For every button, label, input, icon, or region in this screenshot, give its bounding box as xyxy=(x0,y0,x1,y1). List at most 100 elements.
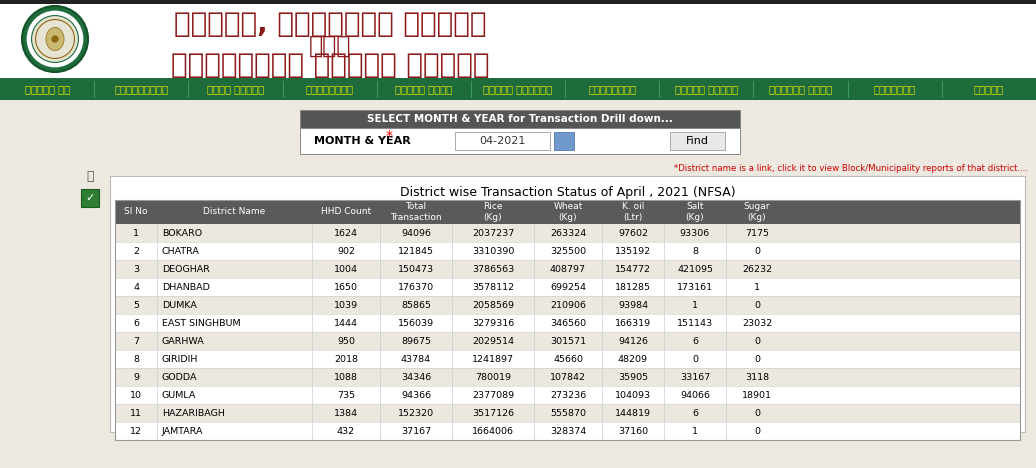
Text: 1039: 1039 xyxy=(334,300,358,309)
Text: 6: 6 xyxy=(133,319,139,328)
Text: 1444: 1444 xyxy=(334,319,358,328)
Text: उपभोक्ता मामले विभाग: उपभोक्ता मामले विभाग xyxy=(171,51,489,79)
Text: 93306: 93306 xyxy=(680,228,710,237)
Ellipse shape xyxy=(22,6,88,72)
Text: 0: 0 xyxy=(754,247,760,256)
Text: 152320: 152320 xyxy=(398,409,434,417)
Text: 166319: 166319 xyxy=(615,319,651,328)
Text: 1384: 1384 xyxy=(334,409,358,417)
Bar xyxy=(0,0,1036,4)
Text: डाउनलोड: डाउनलोड xyxy=(873,84,916,94)
Bar xyxy=(115,200,1020,224)
Text: GUMLA: GUMLA xyxy=(162,390,197,400)
Bar xyxy=(0,100,1036,468)
Text: 699254: 699254 xyxy=(550,283,586,292)
Ellipse shape xyxy=(52,36,59,43)
Text: 3118: 3118 xyxy=(745,373,769,381)
Bar xyxy=(115,224,1020,242)
Text: 3279316: 3279316 xyxy=(471,319,514,328)
Text: Total
Transaction: Total Transaction xyxy=(391,202,441,222)
Text: 176370: 176370 xyxy=(398,283,434,292)
Text: 🖨: 🖨 xyxy=(86,169,93,183)
Text: DHANBAD: DHANBAD xyxy=(162,283,210,292)
Text: 1624: 1624 xyxy=(334,228,358,237)
Text: 9: 9 xyxy=(133,373,139,381)
Text: SELECT MONTH & YEAR for Transaction Drill down...: SELECT MONTH & YEAR for Transaction Dril… xyxy=(367,114,673,124)
Text: 3: 3 xyxy=(133,264,139,273)
Bar xyxy=(300,128,740,154)
Text: 104093: 104093 xyxy=(615,390,651,400)
Text: 135192: 135192 xyxy=(615,247,651,256)
Bar xyxy=(115,422,1020,440)
Text: 0: 0 xyxy=(754,336,760,345)
Text: 156039: 156039 xyxy=(398,319,434,328)
Text: 325500: 325500 xyxy=(550,247,586,256)
Text: 151143: 151143 xyxy=(677,319,713,328)
Text: 26232: 26232 xyxy=(742,264,772,273)
Text: 37160: 37160 xyxy=(617,426,649,436)
Bar xyxy=(115,332,1020,350)
Text: खाद्य, सावजनिक वितरण: खाद्य, सावजनिक वितरण xyxy=(174,10,486,38)
Text: CHATRA: CHATRA xyxy=(162,247,200,256)
Text: 735: 735 xyxy=(337,390,355,400)
Text: 7175: 7175 xyxy=(745,228,769,237)
Bar xyxy=(670,132,725,150)
Text: 8: 8 xyxy=(133,354,139,364)
Text: MONTH & YEAR: MONTH & YEAR xyxy=(314,136,410,146)
Text: 7: 7 xyxy=(133,336,139,345)
Text: 0: 0 xyxy=(754,354,760,364)
Text: 3310390: 3310390 xyxy=(471,247,514,256)
Text: EAST SINGHBUM: EAST SINGHBUM xyxy=(162,319,240,328)
Text: GIRIDIH: GIRIDIH xyxy=(162,354,198,364)
Text: 328374: 328374 xyxy=(550,426,586,436)
Text: Salt
(Kg): Salt (Kg) xyxy=(686,202,704,222)
Text: मुख्य पृ: मुख्य पृ xyxy=(25,84,69,94)
Text: 181285: 181285 xyxy=(615,283,651,292)
Text: 1664006: 1664006 xyxy=(472,426,514,436)
Text: 10: 10 xyxy=(130,390,142,400)
Ellipse shape xyxy=(46,28,64,51)
Bar xyxy=(115,278,1020,296)
Text: District Name: District Name xyxy=(203,207,265,217)
Text: 144819: 144819 xyxy=(615,409,651,417)
Text: 0: 0 xyxy=(754,300,760,309)
Text: 1241897: 1241897 xyxy=(472,354,514,364)
Bar xyxy=(0,78,1036,100)
Bar xyxy=(455,132,550,150)
Text: Wheat
(Kg): Wheat (Kg) xyxy=(553,202,582,222)
Ellipse shape xyxy=(27,11,83,67)
Text: DEOGHAR: DEOGHAR xyxy=(162,264,210,273)
Text: 45660: 45660 xyxy=(553,354,583,364)
Text: 11: 11 xyxy=(130,409,142,417)
Text: 93984: 93984 xyxy=(617,300,649,309)
Text: 2029514: 2029514 xyxy=(472,336,514,345)
Bar xyxy=(300,110,740,128)
Text: एवं: एवं xyxy=(309,34,351,58)
Text: Sugar
(Kg): Sugar (Kg) xyxy=(744,202,770,222)
Text: 43784: 43784 xyxy=(401,354,431,364)
Text: 3786563: 3786563 xyxy=(471,264,514,273)
Text: 150473: 150473 xyxy=(398,264,434,273)
Text: 2377089: 2377089 xyxy=(472,390,514,400)
Text: JAMTARA: JAMTARA xyxy=(162,426,203,436)
Text: विक्रेता: विक्रेता xyxy=(306,84,353,94)
Text: 23032: 23032 xyxy=(742,319,772,328)
Text: 780019: 780019 xyxy=(474,373,511,381)
Bar xyxy=(115,260,1020,278)
Text: 210906: 210906 xyxy=(550,300,586,309)
Text: BOKARO: BOKARO xyxy=(162,228,202,237)
Bar xyxy=(81,189,99,207)
Text: 94366: 94366 xyxy=(401,390,431,400)
Text: 273236: 273236 xyxy=(550,390,586,400)
Text: वितरण मशीन: वितरण मशीन xyxy=(396,84,453,94)
Text: 1650: 1650 xyxy=(334,283,358,292)
Text: 301571: 301571 xyxy=(550,336,586,345)
Bar xyxy=(115,404,1020,422)
Text: 85865: 85865 xyxy=(401,300,431,309)
Text: 5: 5 xyxy=(133,300,139,309)
Text: 94096: 94096 xyxy=(401,228,431,237)
Text: 2058569: 2058569 xyxy=(472,300,514,309)
Text: 1: 1 xyxy=(754,283,760,292)
Text: लॉगिन: लॉगिन xyxy=(974,84,1004,94)
Text: 1004: 1004 xyxy=(334,264,358,273)
